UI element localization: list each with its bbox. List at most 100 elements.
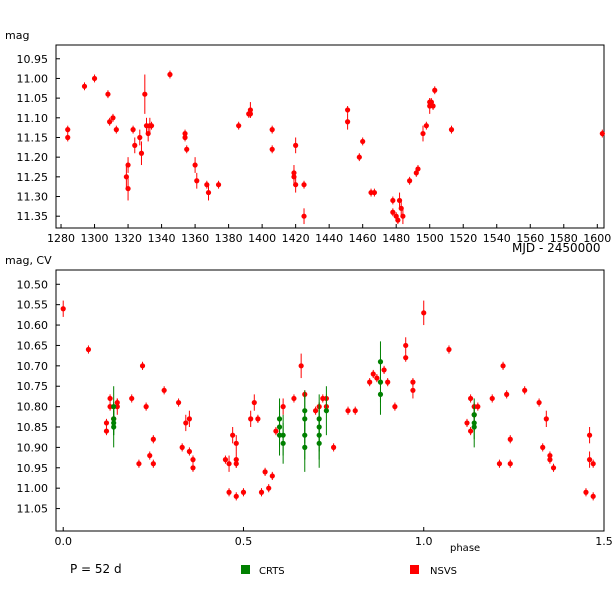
nsvs-point — [194, 178, 200, 184]
legend-swatch-nsvs — [410, 565, 419, 574]
nsvs-point — [139, 363, 146, 369]
nsvs-point — [179, 444, 185, 450]
nsvs-point — [138, 150, 145, 156]
nsvs-point — [150, 461, 156, 467]
y-tick-label: 11.00 — [17, 72, 49, 85]
nsvs-point — [291, 395, 297, 402]
nsvs-point — [65, 127, 71, 133]
nsvs-point — [251, 399, 257, 406]
nsvs-point — [352, 408, 358, 414]
nsvs-point — [464, 420, 470, 426]
y-tick-label: 10.70 — [17, 360, 49, 373]
nsvs-point — [114, 399, 120, 406]
nsvs-point — [522, 387, 528, 393]
y-tick-label: 10.80 — [17, 401, 49, 414]
nsvs-point — [215, 182, 222, 188]
y-tick-label: 11.35 — [17, 210, 49, 223]
time-series-points — [65, 70, 605, 225]
time-series-panel: mag MJD - 2450000 1280 1300 1320 1340 1360 13… — [5, 29, 611, 255]
x-tick-label: 1560 — [516, 232, 544, 245]
time-series-y-label: mag — [5, 29, 29, 42]
nsvs-point — [266, 485, 272, 491]
nsvs-point — [143, 404, 149, 410]
nsvs-point — [390, 197, 396, 204]
nsvs-point — [415, 166, 421, 172]
nsvs-point — [233, 440, 239, 446]
x-tick-label: 1600 — [583, 232, 611, 245]
phase-x-label: phase — [450, 543, 480, 554]
time-series-plot-frame — [55, 44, 605, 229]
nsvs-point — [190, 457, 196, 463]
crts-point — [471, 424, 477, 430]
nsvs-point — [113, 127, 119, 133]
legend: CRTS NSVS — [241, 565, 457, 577]
nsvs-point — [504, 391, 510, 397]
nsvs-point — [65, 134, 71, 141]
nsvs-point — [421, 310, 427, 316]
nsvs-point — [186, 416, 192, 422]
nsvs-point — [192, 162, 198, 168]
nsvs-point — [370, 371, 376, 377]
nsvs-point — [392, 404, 398, 410]
nsvs-point — [107, 119, 113, 125]
x-tick-label: 1460 — [349, 232, 377, 245]
time-series-x-label: MJD - 2450000 — [512, 241, 601, 255]
nsvs-point — [360, 138, 366, 145]
nsvs-point — [599, 130, 605, 137]
phase-x-ticks: 0.0 0.5 1.0 1.5 — [54, 527, 613, 548]
x-tick-label: 1360 — [181, 232, 209, 245]
phase-points — [60, 300, 596, 501]
nsvs-point — [269, 146, 275, 152]
legend-swatch-crts — [241, 565, 250, 574]
nsvs-point — [269, 473, 275, 479]
nsvs-point — [182, 130, 188, 137]
nsvs-point — [547, 457, 553, 463]
nsvs-point — [468, 395, 474, 402]
phase-plot-frame — [55, 269, 605, 532]
nsvs-point — [233, 461, 239, 467]
nsvs-point — [586, 432, 593, 438]
nsvs-point — [320, 395, 326, 402]
nsvs-point — [496, 461, 503, 467]
crts-point — [111, 424, 117, 430]
nsvs-point — [540, 444, 546, 450]
nsvs-point — [103, 420, 110, 426]
nsvs-point — [301, 213, 307, 219]
nsvs-point — [536, 399, 542, 406]
nsvs-point — [420, 130, 426, 137]
phase-y-ticks: 10.50 10.55 10.60 10.65 10.70 10.75 10.80 10.85… — [17, 278, 60, 516]
nsvs-point — [230, 432, 236, 438]
crts-point — [377, 359, 384, 365]
x-tick-label: 1580 — [550, 232, 578, 245]
crts-point — [302, 408, 308, 414]
nsvs-point — [105, 91, 111, 97]
nsvs-point — [236, 123, 242, 129]
y-tick-label: 10.85 — [17, 421, 49, 434]
x-tick-label: 1380 — [215, 232, 243, 245]
nsvs-point — [500, 363, 506, 369]
x-tick-label: 1.0 — [415, 535, 433, 548]
nsvs-point — [543, 416, 549, 422]
y-tick-label: 11.30 — [17, 191, 49, 204]
nsvs-point — [107, 404, 113, 410]
nsvs-point — [60, 306, 66, 312]
nsvs-point — [374, 375, 380, 381]
nsvs-point — [507, 436, 513, 442]
x-tick-label: 1420 — [282, 232, 310, 245]
nsvs-point — [385, 379, 391, 385]
nsvs-point — [240, 489, 247, 495]
x-tick-label: 1280 — [47, 232, 75, 245]
y-tick-label: 11.10 — [17, 112, 49, 125]
nsvs-point — [222, 457, 229, 463]
y-tick-label: 11.25 — [17, 171, 49, 184]
nsvs-point — [407, 178, 413, 184]
nsvs-point — [167, 71, 173, 78]
nsvs-point — [136, 461, 142, 467]
nsvs-point — [125, 162, 131, 168]
nsvs-point — [150, 436, 156, 442]
nsvs-point — [395, 217, 401, 223]
nsvs-point — [184, 146, 190, 152]
nsvs-point — [590, 493, 596, 499]
nsvs-point — [432, 87, 438, 93]
nsvs-point — [356, 154, 362, 160]
